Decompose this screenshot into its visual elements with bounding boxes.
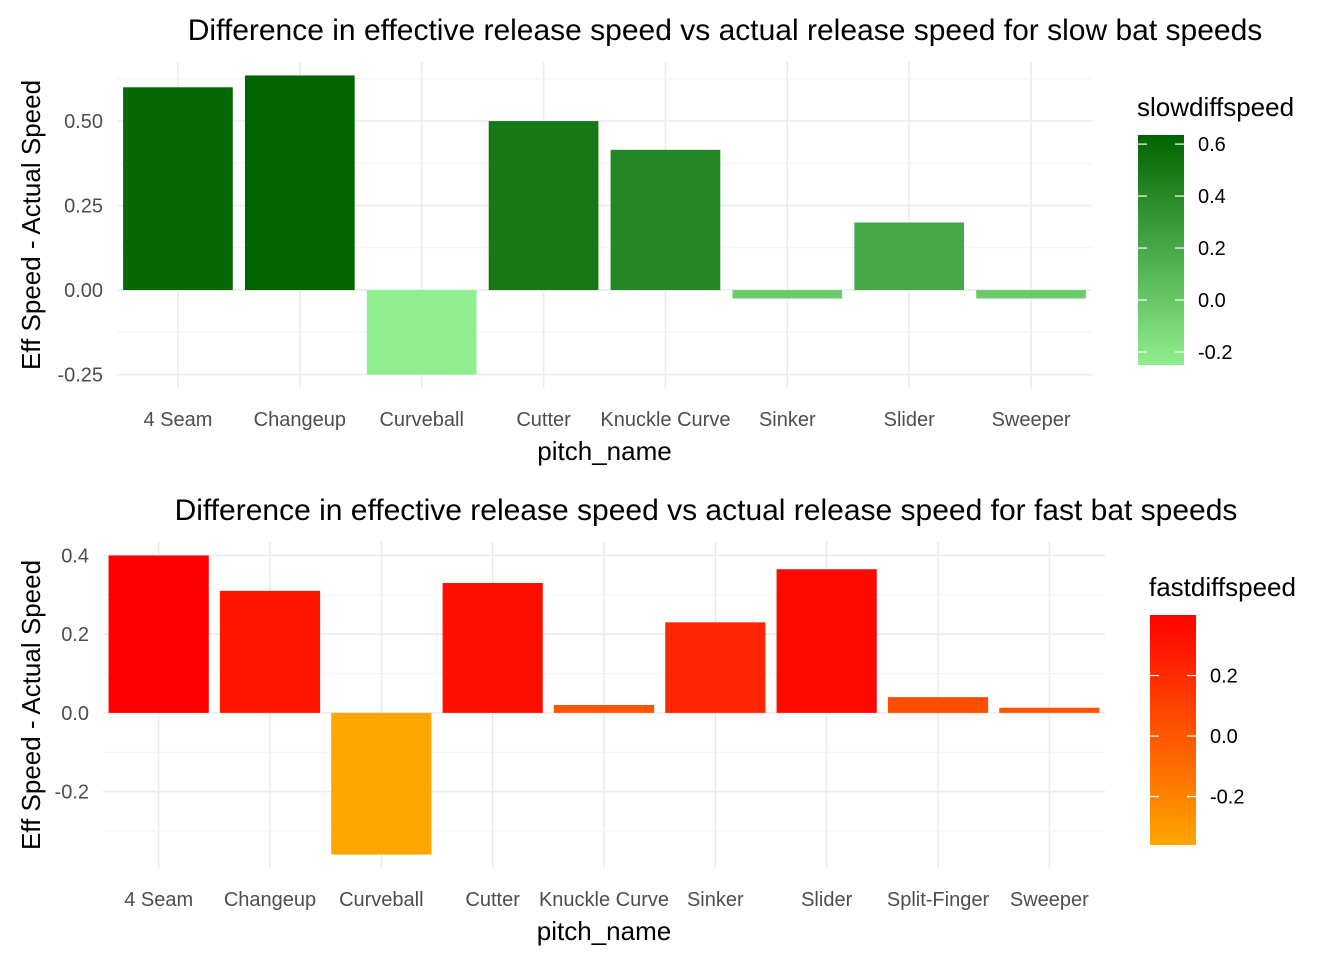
x-tick-label: Sweeper <box>992 409 1071 431</box>
legend-tick-label: 0.0 <box>1198 290 1226 312</box>
x-axis-label: pitch_name <box>537 436 671 466</box>
x-tick-label: Split-Finger <box>887 889 990 911</box>
y-tick-label: 0.4 <box>61 545 89 567</box>
x-tick-label: Curveball <box>339 889 423 911</box>
chart-title: Difference in effective release speed vs… <box>175 494 1238 527</box>
bar-sweeper <box>976 290 1086 299</box>
bar-sinker <box>665 622 766 713</box>
bar-slider <box>854 222 965 291</box>
legend-tick-label: -0.2 <box>1210 787 1244 809</box>
x-tick-label: Changeup <box>224 889 316 911</box>
bar-changeup <box>244 75 355 291</box>
bar-curveball <box>366 290 477 375</box>
legend-colorbar <box>1138 135 1184 365</box>
y-tick-label: 0.00 <box>64 280 103 302</box>
y-tick-label: -0.2 <box>55 782 89 804</box>
x-tick-label: Sinker <box>687 889 744 911</box>
bar-4-seam <box>108 555 209 713</box>
legend-title: fastdiffspeed <box>1149 572 1296 602</box>
legend-tick-label: 0.4 <box>1198 186 1226 208</box>
x-tick-label: Sinker <box>759 409 816 431</box>
y-tick-label: -0.25 <box>57 365 103 387</box>
legend-tick-label: 0.0 <box>1210 726 1238 748</box>
bar-knuckle-curve <box>610 149 721 291</box>
bar-cutter <box>442 583 543 713</box>
y-tick-label: 0.0 <box>61 703 89 725</box>
x-tick-label: Slider <box>884 409 935 431</box>
y-tick-label: 0.50 <box>64 111 103 133</box>
x-tick-label: Cutter <box>465 889 520 911</box>
bar-4-seam <box>123 87 233 291</box>
bars <box>108 555 1100 855</box>
legend-tick-label: 0.6 <box>1198 134 1226 156</box>
bar-slider <box>776 569 877 713</box>
legend-colorbar <box>1150 615 1196 845</box>
bar-curveball <box>331 712 432 855</box>
bar-sinker <box>732 290 843 299</box>
legend: fastdiffspeed 0.2 0.0 -0.2 <box>1149 572 1296 845</box>
x-tick-label: Sweeper <box>1010 889 1089 911</box>
x-tick-label: Curveball <box>379 409 463 431</box>
legend-tick-label: 0.2 <box>1198 238 1226 260</box>
bar-knuckle-curve <box>553 705 655 713</box>
legend-title: slowdiffspeed <box>1137 92 1294 122</box>
legend-tick-label: 0.2 <box>1210 666 1238 688</box>
x-tick-label: Knuckle Curve <box>539 889 669 911</box>
x-tick-label: Changeup <box>254 409 346 431</box>
chart-panel-2: -0.2 0.0 0.2 0.4 4 Seam Changeup Curveball Cutt… <box>16 494 1296 946</box>
x-axis-label: pitch_name <box>537 916 671 946</box>
y-axis-label: Eff Speed - Actual Speed <box>16 560 46 850</box>
bar-changeup <box>219 590 321 713</box>
chart-panel-1: -0.25 0.00 0.25 0.50 4 Seam Changeup Curveball… <box>16 14 1294 466</box>
y-tick-label: 0.25 <box>64 196 103 218</box>
legend-tick-label: -0.2 <box>1198 342 1232 364</box>
bars <box>123 75 1086 375</box>
y-tick-label: 0.2 <box>61 624 89 646</box>
x-tick-label: Slider <box>801 889 852 911</box>
x-tick-label: Cutter <box>516 409 571 431</box>
x-tick-label: 4 Seam <box>143 409 212 431</box>
y-axis-label: Eff Speed - Actual Speed <box>16 80 46 370</box>
bar-sweeper <box>999 707 1100 713</box>
chart-title: Difference in effective release speed vs… <box>188 14 1263 47</box>
bar-cutter <box>488 121 599 291</box>
bar-split-finger <box>887 697 989 713</box>
legend: slowdiffspeed 0.6 0.4 0.2 0.0 -0.2 <box>1137 92 1294 365</box>
x-tick-label: Knuckle Curve <box>600 409 730 431</box>
x-tick-label: 4 Seam <box>124 889 193 911</box>
